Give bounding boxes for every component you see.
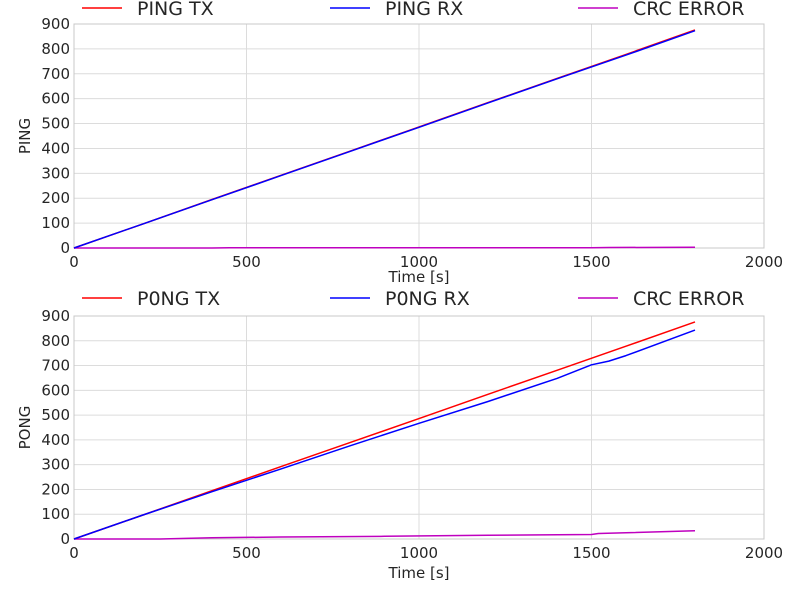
x-tick-label: 500: [232, 253, 261, 271]
x-tick-label: 2000: [745, 253, 783, 271]
y-axis-label: PING: [16, 118, 34, 154]
x-tick-label: 1500: [572, 544, 610, 562]
x-tick-label: 1500: [572, 253, 610, 271]
y-tick-label: 0: [60, 239, 70, 257]
y-tick-label: 300: [41, 164, 70, 182]
y-tick-label: 600: [41, 90, 70, 108]
y-tick-label: 300: [41, 456, 70, 474]
y-tick-label: 400: [41, 139, 70, 157]
y-tick-label: 500: [41, 406, 70, 424]
y-tick-label: 800: [41, 332, 70, 350]
series-line-crc-error: [74, 530, 696, 540]
chart-panel-1: 0 500 1000 1500 2000 0 100 200 300 400 500 600 700 80…: [16, 0, 783, 286]
y-tick-label: 900: [41, 15, 70, 33]
x-tick-label: 1000: [400, 253, 438, 271]
y-tick-label: 100: [41, 505, 70, 523]
y-tick-label: 500: [41, 115, 70, 133]
y-axis-label: PONG: [16, 406, 34, 450]
y-tick-label: 200: [41, 189, 70, 207]
x-tick-label: 0: [69, 544, 79, 562]
legend-entry-ping-tx: PING TX: [137, 0, 214, 20]
series-line-p0ng-rx: [73, 329, 696, 540]
x-tick-label: 500: [232, 544, 261, 562]
y-tick-label: 100: [41, 214, 70, 232]
y-tick-label: 700: [41, 357, 70, 375]
y-tick-label: 200: [41, 480, 70, 498]
y-tick-label: 600: [41, 381, 70, 399]
plot-frame: [73, 315, 765, 540]
legend-entry-crc-error: CRC ERROR: [633, 0, 744, 20]
legend-entry-crc-error: CRC ERROR: [633, 288, 744, 310]
y-tick-label: 400: [41, 431, 70, 449]
y-tick-label: 0: [60, 530, 70, 548]
series-line-crc-error: [74, 246, 696, 249]
legend-entry-p0ng-tx: P0NG TX: [137, 288, 220, 310]
x-tick-label: 2000: [745, 544, 783, 562]
x-tick-label: 1000: [400, 544, 438, 562]
x-axis-label: Time [s]: [388, 564, 450, 582]
y-tick-label: 800: [41, 40, 70, 58]
x-axis-label: Time [s]: [388, 268, 450, 286]
x-tick-label: 0: [69, 253, 79, 271]
series-line-ping-rx: [73, 29, 696, 249]
legend-entry-p0ng-rx: P0NG RX: [385, 288, 470, 310]
y-tick-label: 900: [41, 307, 70, 325]
chart-panel-2: 0 500 1000 1500 2000 0 100 200 300 400 500 600 700 80…: [16, 288, 783, 582]
legend-entry-ping-rx: PING RX: [385, 0, 463, 20]
y-tick-label: 700: [41, 65, 70, 83]
